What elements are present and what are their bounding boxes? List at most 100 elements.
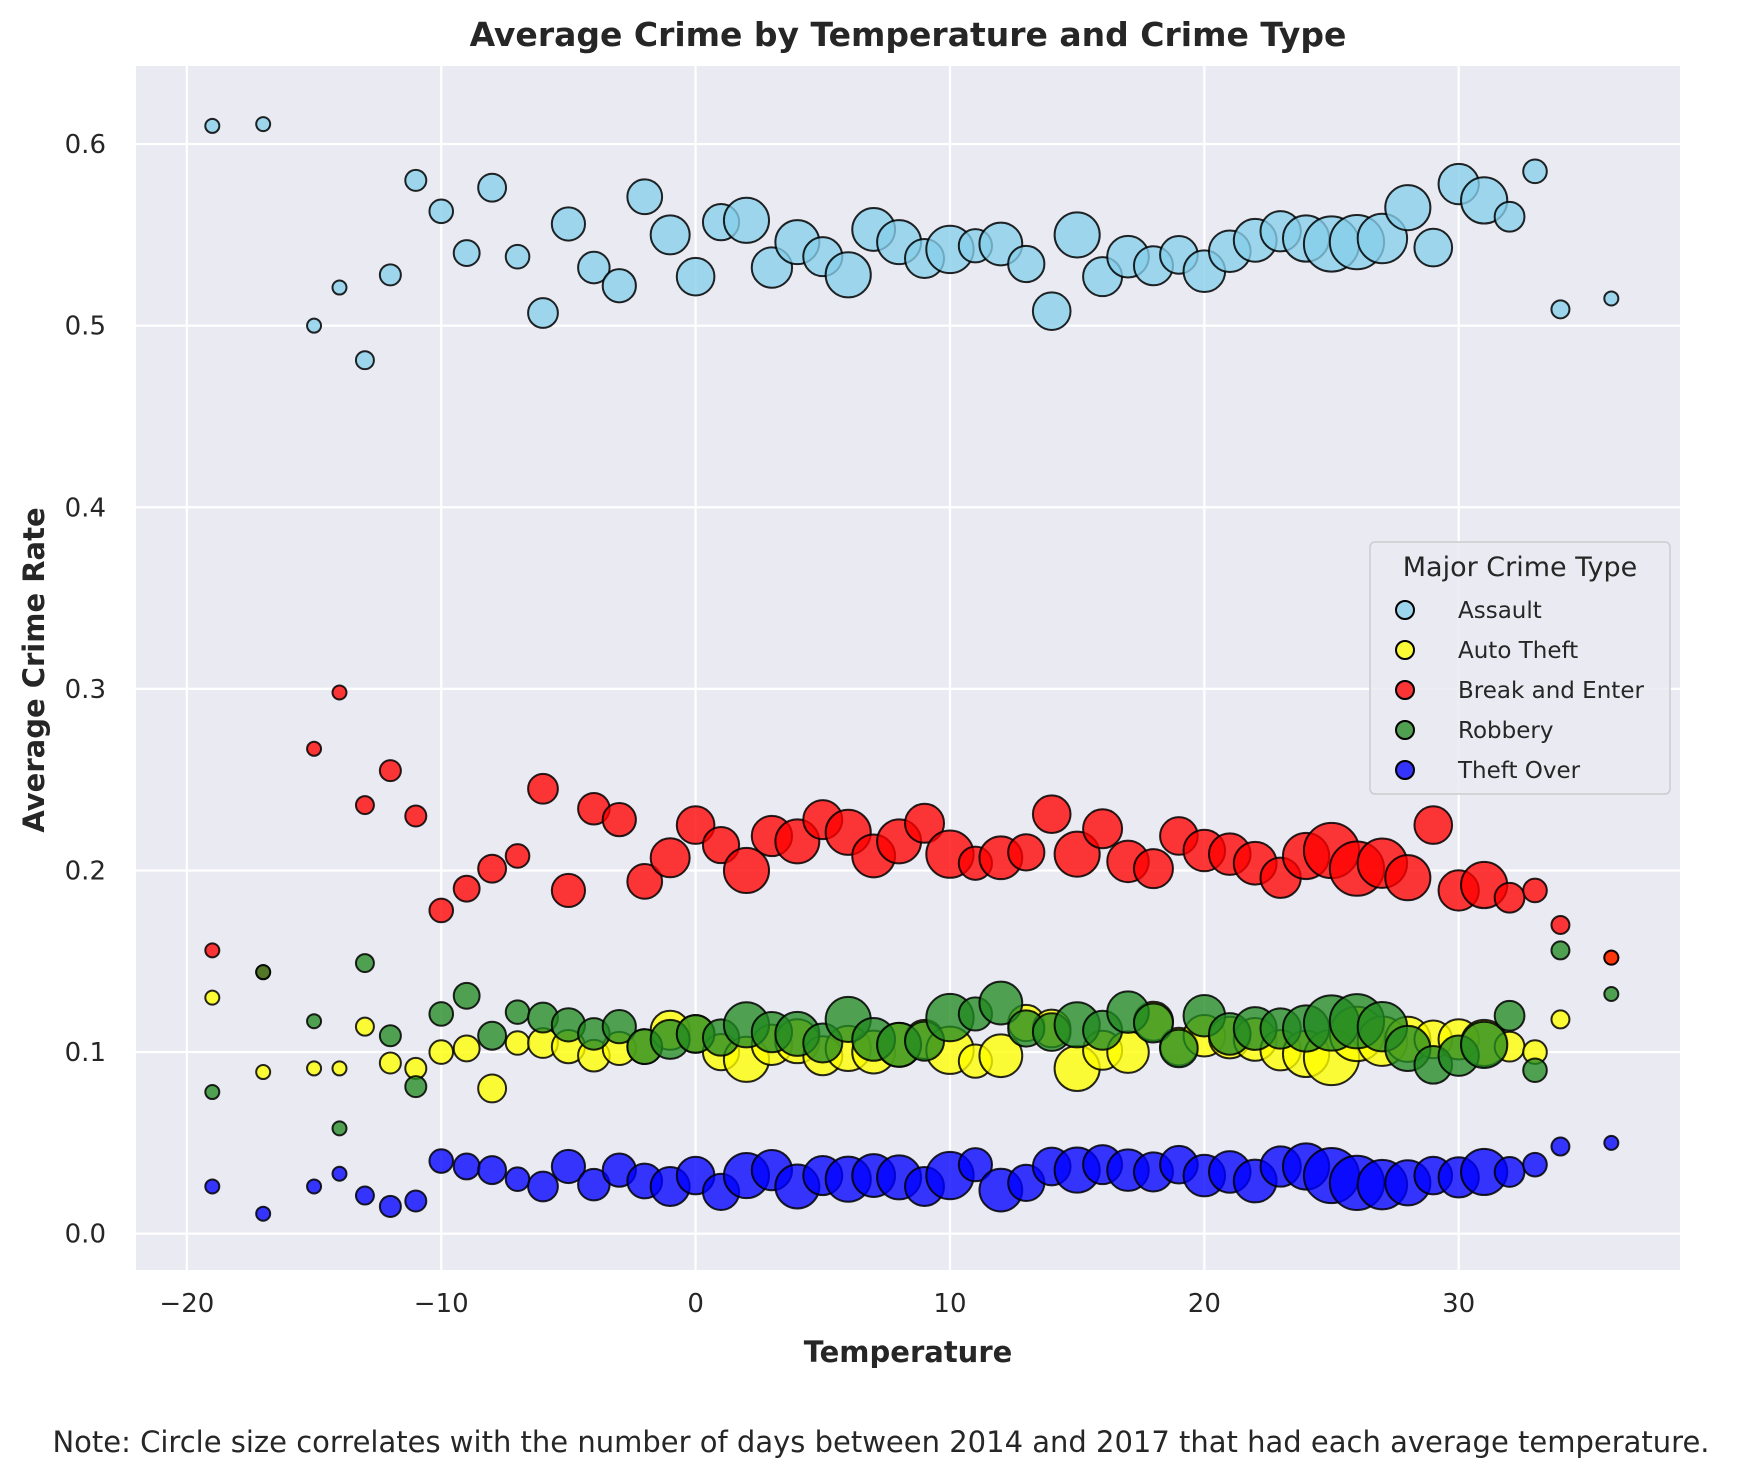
data-point	[626, 862, 664, 900]
legend-label: Break and Enter	[1458, 678, 1644, 704]
data-points	[204, 116, 1620, 1222]
data-point	[1550, 1009, 1571, 1030]
data-point	[331, 1165, 348, 1182]
data-point	[626, 178, 664, 216]
data-point	[1053, 211, 1101, 259]
data-point	[527, 1170, 559, 1203]
data-point	[1603, 290, 1620, 307]
data-point	[204, 1084, 221, 1101]
series-theft-over	[204, 1134, 1620, 1222]
data-point	[204, 942, 221, 959]
data-point	[904, 802, 946, 844]
data-point	[675, 256, 716, 297]
data-point	[306, 1060, 323, 1077]
data-point	[504, 1166, 531, 1193]
data-point	[428, 1039, 455, 1065]
legend-label: Theft Over	[1457, 758, 1581, 784]
data-point	[428, 1148, 455, 1174]
data-point	[306, 740, 323, 757]
data-point	[1550, 940, 1571, 961]
x-tick-label: 20	[1188, 1289, 1221, 1319]
legend-label: Robbery	[1458, 718, 1553, 744]
data-point	[1522, 1057, 1548, 1084]
data-point	[1550, 1136, 1571, 1157]
legend-label: Auto Theft	[1458, 638, 1578, 664]
data-point	[1522, 158, 1548, 185]
data-point	[306, 1178, 323, 1195]
data-point	[824, 251, 872, 299]
x-tick-label: 30	[1442, 1289, 1475, 1319]
legend-box	[1369, 541, 1671, 795]
data-point	[978, 980, 1024, 1026]
data-point	[331, 684, 348, 701]
data-point	[1493, 999, 1526, 1032]
data-point	[452, 874, 481, 903]
data-point	[1603, 949, 1620, 966]
data-point	[527, 297, 559, 329]
legend-marker	[1395, 600, 1415, 620]
legend: Major Crime Type Assault Auto Theft Break …	[1369, 541, 1671, 795]
data-point	[601, 1009, 637, 1045]
data-point	[601, 802, 637, 838]
data-point	[331, 1120, 348, 1137]
x-axis-label: Temperature	[804, 1335, 1013, 1369]
series-robbery	[204, 940, 1620, 1137]
data-point	[452, 1034, 481, 1063]
legend-items: Assault Auto Theft Break and Enter Robbery T…	[1395, 598, 1644, 784]
y-tick-label: 0.5	[65, 312, 106, 342]
data-point	[1493, 200, 1526, 233]
data-point	[477, 172, 508, 203]
data-point	[649, 837, 691, 879]
data-point	[378, 1194, 402, 1218]
x-tick-labels: −20 −10 0 10 20 30	[159, 1289, 1475, 1319]
data-point	[477, 853, 508, 884]
data-point	[1132, 848, 1174, 890]
legend-label: Assault	[1458, 598, 1542, 624]
data-point	[477, 1020, 508, 1051]
data-point	[354, 350, 375, 371]
y-tick-label: 0.1	[65, 1038, 106, 1068]
data-point	[504, 243, 531, 270]
data-point	[204, 117, 221, 134]
data-point	[1493, 1156, 1526, 1188]
data-point	[1522, 877, 1548, 904]
size-note: Note: Circle size correlates with the nu…	[52, 1425, 1710, 1459]
data-point	[1007, 833, 1046, 872]
data-point	[1460, 1020, 1509, 1069]
x-tick-label: −10	[414, 1289, 469, 1319]
data-point	[550, 872, 587, 909]
data-point	[378, 759, 402, 783]
data-point	[404, 804, 428, 828]
data-point	[1082, 808, 1124, 850]
data-point	[331, 279, 348, 296]
y-tick-label: 0.4	[65, 493, 106, 523]
data-point	[1603, 1134, 1620, 1151]
data-point	[504, 999, 531, 1025]
series-assault	[204, 116, 1620, 371]
data-point	[1413, 805, 1454, 845]
data-point	[1007, 244, 1046, 284]
data-point	[428, 897, 455, 924]
data-point	[550, 1148, 587, 1185]
data-point	[1384, 184, 1432, 232]
data-point	[354, 1016, 375, 1037]
data-point	[1550, 299, 1571, 320]
data-point	[204, 1178, 221, 1195]
data-point	[722, 196, 771, 244]
data-point	[1159, 1028, 1199, 1069]
data-point	[1522, 1151, 1548, 1178]
data-point	[354, 795, 375, 816]
x-tick-label: −20	[159, 1289, 214, 1319]
data-point	[378, 1024, 402, 1048]
data-point	[1384, 854, 1432, 902]
data-point	[504, 843, 531, 869]
data-point	[504, 1030, 531, 1056]
data-point	[1132, 1002, 1174, 1044]
data-point	[428, 198, 455, 225]
legend-marker	[1395, 680, 1415, 700]
data-point	[306, 317, 323, 334]
data-point	[1550, 914, 1571, 935]
x-tick-label: 10	[933, 1289, 966, 1319]
y-axis-label: Average Crime Rate	[17, 507, 51, 832]
